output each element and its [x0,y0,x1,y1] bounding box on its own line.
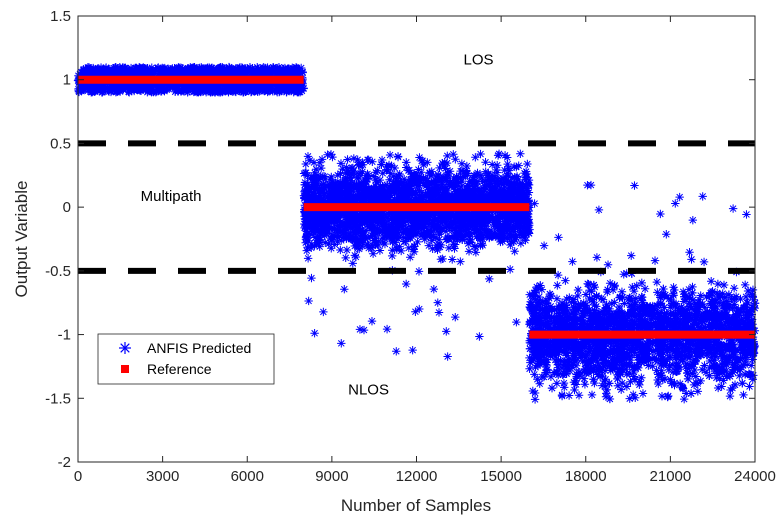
y-tick-label: -1.5 [45,390,71,407]
x-axis-title: Number of Samples [341,496,491,515]
x-tick-label: 12000 [396,468,438,485]
legend-label-reference: Reference [147,361,212,377]
annotation-los: LOS [464,51,494,68]
y-axis-title: Output Variable [12,181,31,298]
reference-lines [78,75,755,339]
x-tick-label: 6000 [231,468,264,485]
legend-label-predicted: ANFIS Predicted [147,340,251,356]
x-tick-label: 24000 [734,468,776,485]
y-tick-label: 1.5 [50,8,71,25]
legend-marker-predicted-icon [119,342,131,354]
x-tick-label: 18000 [565,468,607,485]
axis-ticks: 0 3000 6000 9000 12000 15000 18000 21000 24000 -2… [45,8,776,485]
annotation-nlos: NLOS [348,381,389,398]
y-tick-label: 1 [63,72,71,89]
threshold-lines [78,140,755,274]
annotation-multipath: Multipath [141,188,202,205]
y-tick-label: -2 [58,454,71,471]
x-tick-label: 3000 [146,468,179,485]
predicted-series-segment [299,149,534,361]
x-tick-label: 9000 [315,468,348,485]
legend: ANFIS Predicted Reference [97,333,275,385]
x-tick-label: 15000 [480,468,522,485]
legend-box [97,333,275,385]
x-tick-label: 21000 [650,468,692,485]
y-tick-label: 0 [63,199,71,216]
y-tick-label: 0.5 [50,135,71,152]
x-tick-label: 0 [74,468,82,485]
legend-marker-reference-icon [121,365,129,373]
y-tick-label: -0.5 [45,263,71,280]
y-tick-label: -1 [58,327,71,344]
